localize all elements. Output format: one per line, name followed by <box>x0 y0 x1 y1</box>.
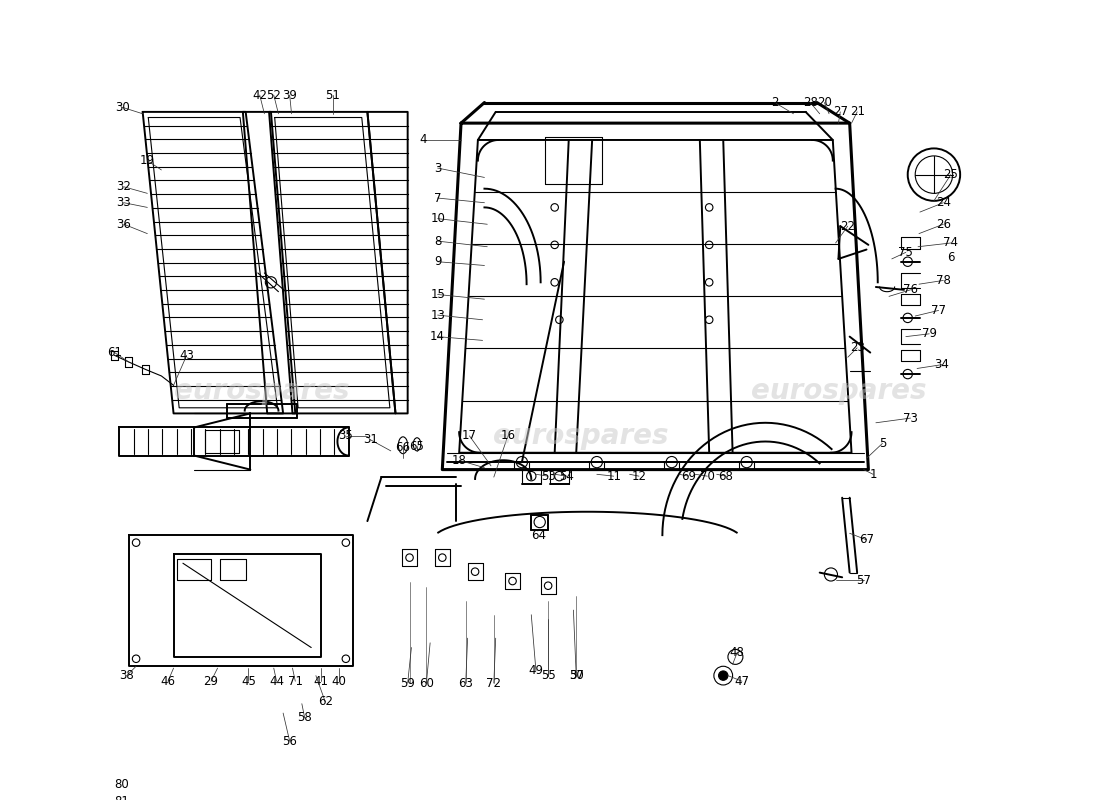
Text: 18: 18 <box>452 454 466 466</box>
Text: 10: 10 <box>430 212 446 225</box>
Text: 4: 4 <box>420 134 427 146</box>
Text: 39: 39 <box>283 89 297 102</box>
Text: 42: 42 <box>252 89 267 102</box>
Text: 50: 50 <box>569 669 584 682</box>
Text: 47: 47 <box>735 674 749 688</box>
Text: 5: 5 <box>879 437 887 450</box>
Text: 52: 52 <box>266 89 282 102</box>
Text: 27: 27 <box>833 106 848 118</box>
Text: 63: 63 <box>459 677 473 690</box>
Text: 74: 74 <box>944 237 958 250</box>
Text: 69: 69 <box>681 470 696 482</box>
Text: 65: 65 <box>409 440 425 453</box>
Text: 75: 75 <box>899 246 913 259</box>
Text: 1: 1 <box>869 468 877 481</box>
Text: 78: 78 <box>936 274 950 287</box>
Text: 56: 56 <box>283 734 297 748</box>
Text: 14: 14 <box>430 330 446 343</box>
Text: 7: 7 <box>433 191 441 205</box>
Text: 45: 45 <box>241 674 256 688</box>
Text: 17: 17 <box>462 430 477 442</box>
Text: 29: 29 <box>204 674 219 688</box>
Text: 22: 22 <box>840 220 856 233</box>
Text: 20: 20 <box>817 96 832 109</box>
Text: 51: 51 <box>326 89 340 102</box>
Text: 31: 31 <box>363 433 377 446</box>
Text: 21: 21 <box>849 106 865 118</box>
Text: 43: 43 <box>179 349 194 362</box>
Text: eurospares: eurospares <box>750 377 926 405</box>
Text: 40: 40 <box>332 674 346 688</box>
Circle shape <box>718 671 728 680</box>
Text: 57: 57 <box>856 574 871 586</box>
Text: 16: 16 <box>500 430 516 442</box>
Text: 25: 25 <box>944 168 958 181</box>
Text: 79: 79 <box>922 327 937 340</box>
Text: 36: 36 <box>117 218 131 230</box>
Text: 28: 28 <box>803 96 817 109</box>
Text: 30: 30 <box>114 101 130 114</box>
Text: 58: 58 <box>297 711 312 724</box>
Text: 23: 23 <box>849 342 865 354</box>
Text: 8: 8 <box>433 234 441 248</box>
Text: eurospares: eurospares <box>493 422 669 450</box>
Text: 77: 77 <box>931 304 946 317</box>
Text: 61: 61 <box>107 346 122 359</box>
Text: 71: 71 <box>288 674 302 688</box>
Text: 32: 32 <box>117 180 131 194</box>
Text: 81: 81 <box>114 794 130 800</box>
Text: 24: 24 <box>936 196 950 210</box>
Text: 53: 53 <box>541 470 556 482</box>
Text: 68: 68 <box>718 470 734 482</box>
Text: 49: 49 <box>528 665 543 678</box>
Text: 72: 72 <box>486 677 502 690</box>
Text: 70: 70 <box>700 470 715 482</box>
Text: 76: 76 <box>903 283 918 296</box>
Text: 46: 46 <box>161 674 175 688</box>
Text: 80: 80 <box>114 778 130 790</box>
Text: 55: 55 <box>541 669 556 682</box>
Text: 9: 9 <box>433 255 441 268</box>
Text: 19: 19 <box>140 154 155 167</box>
Text: 38: 38 <box>120 669 134 682</box>
Text: 41: 41 <box>314 674 328 688</box>
Ellipse shape <box>414 438 421 451</box>
Text: 35: 35 <box>339 430 353 442</box>
Text: 59: 59 <box>400 677 415 690</box>
Text: 37: 37 <box>569 669 584 682</box>
Text: 33: 33 <box>117 196 131 210</box>
Text: 6: 6 <box>947 250 955 263</box>
Text: 54: 54 <box>560 470 574 482</box>
Text: 2: 2 <box>771 96 779 109</box>
Text: 26: 26 <box>936 218 950 230</box>
Text: 64: 64 <box>531 529 547 542</box>
Text: 62: 62 <box>318 695 333 708</box>
Text: 60: 60 <box>419 677 433 690</box>
Text: 34: 34 <box>934 358 949 371</box>
Text: 48: 48 <box>729 646 745 658</box>
Text: eurospares: eurospares <box>174 377 350 405</box>
Text: 67: 67 <box>859 534 874 546</box>
Text: 3: 3 <box>433 162 441 174</box>
Text: 15: 15 <box>430 288 446 301</box>
Text: 12: 12 <box>631 470 647 482</box>
Text: 73: 73 <box>903 411 918 425</box>
Text: 13: 13 <box>430 309 446 322</box>
Text: 66: 66 <box>396 441 410 454</box>
Text: 11: 11 <box>606 470 621 482</box>
Text: 44: 44 <box>270 674 284 688</box>
Ellipse shape <box>398 437 408 454</box>
